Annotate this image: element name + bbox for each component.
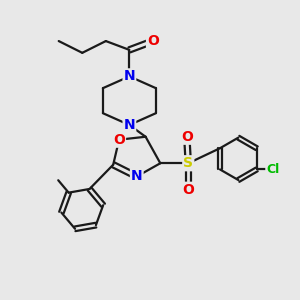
Text: N: N (131, 169, 142, 184)
Text: N: N (124, 69, 135, 83)
Text: O: O (113, 133, 125, 147)
Text: O: O (182, 183, 194, 197)
Text: S: S (183, 156, 193, 170)
Text: N: N (124, 118, 135, 132)
Text: O: O (181, 130, 193, 144)
Text: O: O (147, 34, 159, 48)
Text: Cl: Cl (266, 163, 280, 176)
